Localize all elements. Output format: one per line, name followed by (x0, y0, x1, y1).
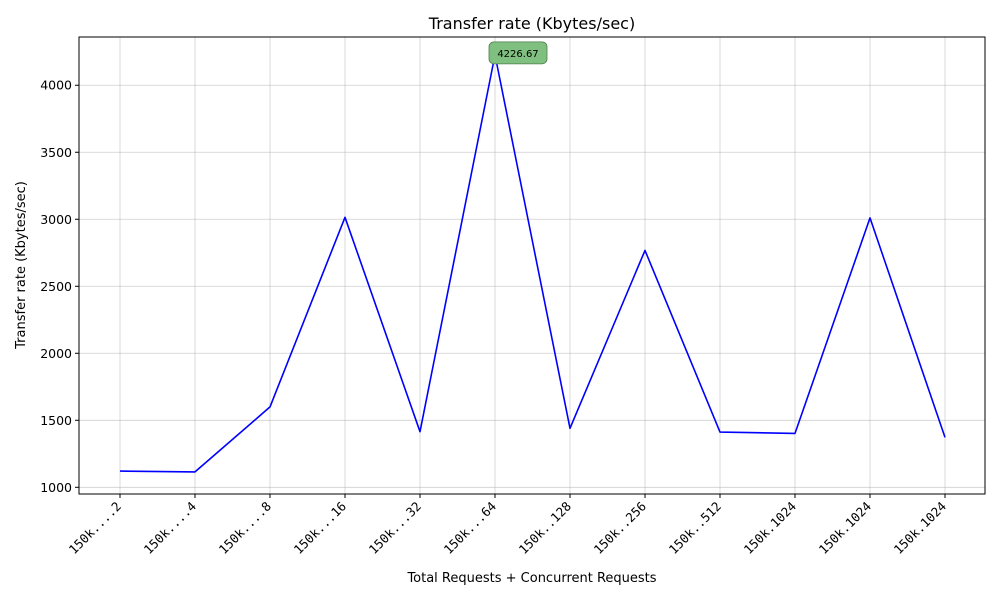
y-axis-label: Transfer rate (Kbytes/sec) (14, 181, 29, 350)
y-tick-label: 2500 (40, 279, 72, 294)
y-tick-label: 1500 (40, 413, 72, 428)
y-tick-label: 4000 (40, 78, 72, 93)
grid-lines (79, 37, 985, 494)
chart-title: Transfer rate (Kbytes/sec) (428, 14, 635, 33)
plot-area: 4226.67 (119, 41, 946, 473)
annotation-box (488, 41, 548, 65)
axes-frame (78, 36, 986, 495)
x-axis-label: Total Requests + Concurrent Requests (406, 571, 656, 586)
y-tick-label: 2000 (40, 346, 72, 361)
y-axis-ticks: 1000 1500 2000 2500 3000 3500 4000 (40, 78, 79, 495)
series-line (119, 54, 946, 473)
y-tick-label: 1000 (40, 480, 72, 495)
y-tick-label: 3000 (40, 212, 72, 227)
y-tick-label: 3500 (40, 145, 72, 160)
annotation-label: 4226.67 (497, 49, 538, 60)
